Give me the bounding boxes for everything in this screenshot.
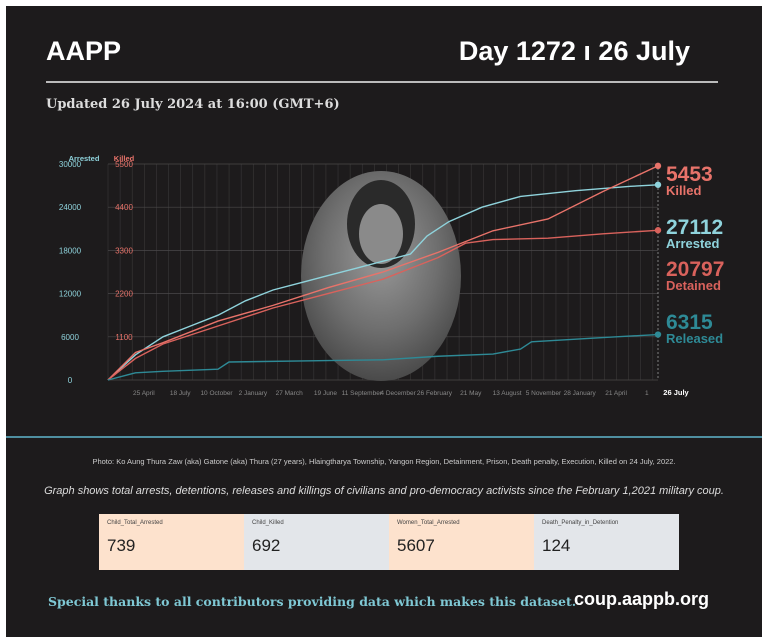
series-line-arrested xyxy=(107,184,659,381)
series-final-label: Released xyxy=(666,331,723,346)
series-final-value: 20797 xyxy=(666,258,724,281)
x-tick-label: 1 xyxy=(645,390,649,397)
series-final-value: 5453 xyxy=(666,163,713,186)
left-tick-label: 0 xyxy=(68,376,73,385)
stat-cards: Child_Total_Arrested 739 Child_Killed 692 … xyxy=(99,514,679,570)
x-tick-label: 21 May xyxy=(460,390,482,397)
line-chart: 0 6000 12000 18000 24000 30000 1100 2200 3300 440… xyxy=(59,154,725,397)
x-tick-label: 4 December xyxy=(380,390,416,397)
stat-label: Death_Penalty_in_Detention xyxy=(542,520,619,526)
stat-label: Women_Total_Arrested xyxy=(397,520,460,526)
x-tick-label: 11 September xyxy=(342,390,383,397)
chart-description: Graph shows total arrests, detentions, r… xyxy=(44,485,724,497)
website-link[interactable]: coup.aappb.org xyxy=(574,589,709,609)
stat-label: Child_Killed xyxy=(252,520,284,526)
series-endpoint-killed xyxy=(654,162,662,170)
x-tick-label: 13 August xyxy=(493,390,522,397)
x-tick-label: 18 July xyxy=(170,390,191,397)
series-endpoint-released xyxy=(654,331,662,338)
stat-value: 5607 xyxy=(397,536,435,555)
infographic: AAPP Day 1272 ı 26 July Updated 26 July … xyxy=(6,6,762,637)
stat-card-women-arrested: Women_Total_Arrested 5607 xyxy=(389,514,534,570)
stat-value: 692 xyxy=(252,536,281,555)
day-counter: Day 1272 ı 26 July xyxy=(458,36,690,66)
left-tick-label: 30000 xyxy=(59,160,82,169)
series-line-killed xyxy=(107,165,659,381)
photo-face xyxy=(359,204,403,264)
series-final-value: 6315 xyxy=(666,311,713,334)
left-tick-label: 18000 xyxy=(59,246,82,255)
right-tick-label: 3300 xyxy=(115,246,133,255)
x-tick-label: 27 March xyxy=(276,390,303,397)
series-final-value: 27112 xyxy=(666,216,723,239)
stat-value: 124 xyxy=(542,536,571,555)
x-tick-label: 26 July xyxy=(663,388,689,397)
x-tick-label: 21 April xyxy=(605,390,627,397)
axis-label-arrested: Arrested xyxy=(69,154,100,163)
stat-card-child-arrested: Child_Total_Arrested 739 xyxy=(99,514,244,570)
series-line-released xyxy=(107,333,659,381)
x-tick-label: 28 January xyxy=(564,390,597,397)
x-tick-label: 5 November xyxy=(526,390,562,397)
series-line-detained xyxy=(107,229,659,381)
x-tick-label: 19 June xyxy=(314,390,338,397)
thanks-note: Special thanks to all contributors provi… xyxy=(48,594,577,609)
x-tick-label: 25 April xyxy=(133,390,155,397)
series-endpoint-arrested xyxy=(654,181,662,188)
x-tick-label: 10 October xyxy=(200,390,233,397)
x-tick-label: 2 January xyxy=(239,390,268,397)
right-tick-label: 5500 xyxy=(115,160,133,169)
series-final-label: Detained xyxy=(666,278,721,293)
left-tick-label: 6000 xyxy=(61,333,79,342)
updated-timestamp: Updated 26 July 2024 at 16:00 (GMT+6) xyxy=(46,97,340,112)
brand-title: AAPP xyxy=(46,36,122,66)
divider xyxy=(6,436,762,438)
series-final-label: Arrested xyxy=(666,236,720,251)
left-tick-label: 24000 xyxy=(59,203,82,212)
divider xyxy=(46,81,718,83)
series-final-label: Killed xyxy=(666,183,701,198)
series-endpoint-detained xyxy=(654,227,662,234)
victim-photo xyxy=(301,171,461,381)
axis-label-killed: Killed xyxy=(114,154,135,163)
photo-caption: Photo: Ko Aung Thura Zaw (aka) Gatone (a… xyxy=(92,457,676,466)
stat-value: 739 xyxy=(107,536,136,555)
right-tick-label: 1100 xyxy=(115,333,133,342)
stat-label: Child_Total_Arrested xyxy=(107,520,163,526)
left-tick-label: 12000 xyxy=(59,290,82,299)
x-tick-label: 26 February xyxy=(417,390,453,397)
stat-card-child-killed: Child_Killed 692 xyxy=(244,514,389,570)
stat-card-death-penalty: Death_Penalty_in_Detention 124 xyxy=(534,514,679,570)
right-tick-label: 4400 xyxy=(115,203,133,212)
right-tick-label: 2200 xyxy=(115,290,133,299)
